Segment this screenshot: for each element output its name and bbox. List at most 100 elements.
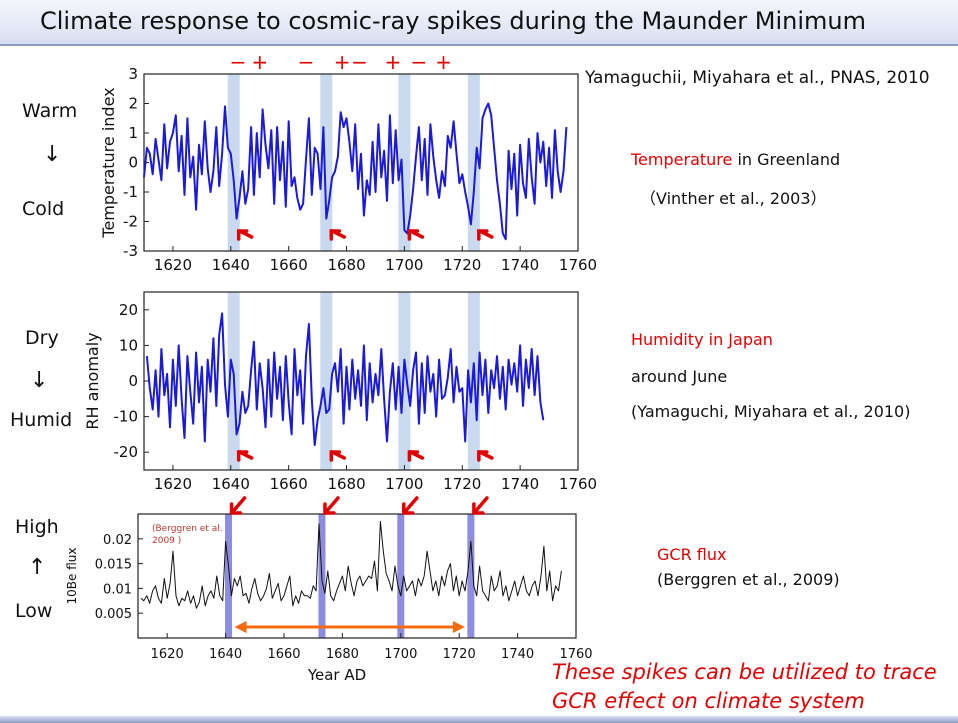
sign-marker: + [334, 50, 351, 74]
x-tick-label: 1700 [385, 475, 423, 493]
spike-band-1-2 [320, 74, 333, 251]
series-line-1 [143, 102, 568, 241]
dry-label: Dry [25, 327, 59, 349]
conclusion-line1: These spikes can be utilized to trace [552, 660, 937, 684]
red-arrow-head [407, 229, 420, 241]
red-arrow-icon [229, 496, 247, 515]
conclusion-line2: GCR effect on climate system [552, 689, 865, 713]
panel2-info3: (Yamaguchi, Miyahara et al., 2010) [631, 402, 911, 421]
x-tick-label: 1680 [327, 475, 365, 493]
red-arrow-head [472, 502, 485, 515]
sign-marker: − [410, 50, 427, 74]
x-tick-label: 1620 [154, 256, 192, 274]
red-arrow-head [329, 229, 342, 241]
x-tick-label: 1620 [154, 475, 192, 493]
y-tick-label: 3 [128, 65, 138, 83]
y-tick-label: 2 [128, 95, 138, 113]
spike-band-3-1 [225, 514, 233, 638]
red-arrow-head [323, 502, 336, 515]
red-arrow-shaft [473, 496, 489, 514]
red-arrow-head [407, 450, 420, 462]
x-tick-label: 1720 [443, 647, 476, 662]
red-arrow-icon [402, 496, 419, 515]
page-title: Climate response to cosmic-ray spikes du… [40, 7, 867, 35]
red-arrow-icon [477, 450, 494, 462]
red-arrow-icon [236, 450, 254, 462]
y-tick-label: 20 [119, 301, 138, 319]
x-tick-label: 1640 [209, 647, 242, 662]
x-tick-label: 1760 [559, 475, 597, 493]
panel1-info: Temperature in Greenland [631, 150, 840, 169]
panel2-info2: around June [631, 367, 728, 386]
x-tick-label: 1680 [326, 647, 359, 662]
spike-band-2-3 [398, 292, 411, 470]
x-tick-label: 1640 [212, 475, 250, 493]
spike-band-3-4 [467, 514, 475, 638]
x-tick-label: 1760 [559, 256, 597, 274]
y-tick-label: 0 [128, 154, 138, 172]
panel1-ref: （Vinther et al., 2003） [640, 189, 827, 208]
red-arrow-icon [407, 450, 425, 462]
red-arrow-shaft [230, 496, 247, 514]
y-axis-label: 10Be flux [65, 548, 79, 605]
y-tick-label: 0.015 [95, 558, 132, 573]
y-tick-label: -10 [114, 408, 139, 426]
panel1-info-red: Temperature [631, 150, 733, 169]
y-tick-label: -20 [114, 443, 139, 461]
sign-marker: − [298, 50, 315, 74]
spike-band-3-3 [397, 514, 405, 638]
bottom-bar [0, 716, 958, 723]
x-tick-label: 1620 [151, 647, 184, 662]
x-tick-label: 1720 [443, 475, 481, 493]
y-axis-label: Temperature index [99, 87, 118, 238]
y-tick-label: -3 [123, 242, 138, 260]
red-arrow-head [477, 450, 489, 462]
panel3-info1: GCR flux [657, 545, 727, 564]
panel2-info1: Humidity in Japan [631, 330, 773, 349]
sign-marker: − [351, 50, 368, 74]
red-arrow-icon [323, 496, 340, 515]
x-tick-label: 1740 [501, 475, 539, 493]
panel1-info-rest: in Greenland [732, 150, 841, 169]
title-bar: Climate response to cosmic-ray spikes du… [0, 0, 958, 46]
humid-label: Humid [10, 409, 73, 431]
x-tick-label: 1660 [270, 256, 308, 274]
y-tick-label: -2 [123, 213, 138, 231]
x-tick-label: 1700 [384, 647, 417, 662]
spike-band-1-3 [398, 74, 411, 251]
range-arrow-left-head [234, 621, 247, 633]
red-arrow-head [236, 229, 249, 241]
red-arrow-icon [477, 229, 494, 241]
sign-marker: + [435, 50, 452, 74]
x-tick-label: 1660 [270, 475, 308, 493]
spike-band-1-4 [467, 74, 480, 251]
sign-marker: + [384, 50, 401, 74]
red-arrow-head [229, 502, 243, 515]
down-arrow-icon: ↓ [30, 368, 49, 393]
warm-label: Warm [22, 100, 78, 122]
panel3-info2: (Berggren et al., 2009) [657, 570, 840, 589]
x-tick-label: 1720 [443, 256, 481, 274]
high-label: High [15, 516, 59, 538]
red-arrow-head [236, 450, 249, 462]
inset-citation-line1: (Berggren et al. [152, 524, 223, 534]
x-tick-label: 1660 [267, 647, 300, 662]
sign-marker: − [230, 50, 247, 74]
range-arrow-right-head [452, 621, 465, 633]
spike-band-1-1 [227, 74, 240, 251]
x-tick-label: 1740 [501, 256, 539, 274]
y-axis-label: RH anomaly [83, 332, 102, 429]
x-axis-label: Year AD [307, 666, 366, 684]
red-arrow-icon [329, 450, 347, 462]
up-arrow-icon: ↑ [28, 555, 47, 580]
y-tick-label: 10 [119, 336, 138, 354]
spike-band-2-2 [320, 292, 333, 470]
red-arrow-icon [329, 229, 347, 241]
y-tick-label: 0.01 [103, 582, 132, 597]
y-tick-label: 0.02 [103, 533, 132, 548]
red-arrow-shaft [403, 496, 419, 514]
red-arrow-icon [407, 229, 425, 241]
cold-label: Cold [22, 198, 65, 220]
red-arrow-shaft [324, 496, 340, 514]
x-tick-label: 1700 [385, 256, 423, 274]
